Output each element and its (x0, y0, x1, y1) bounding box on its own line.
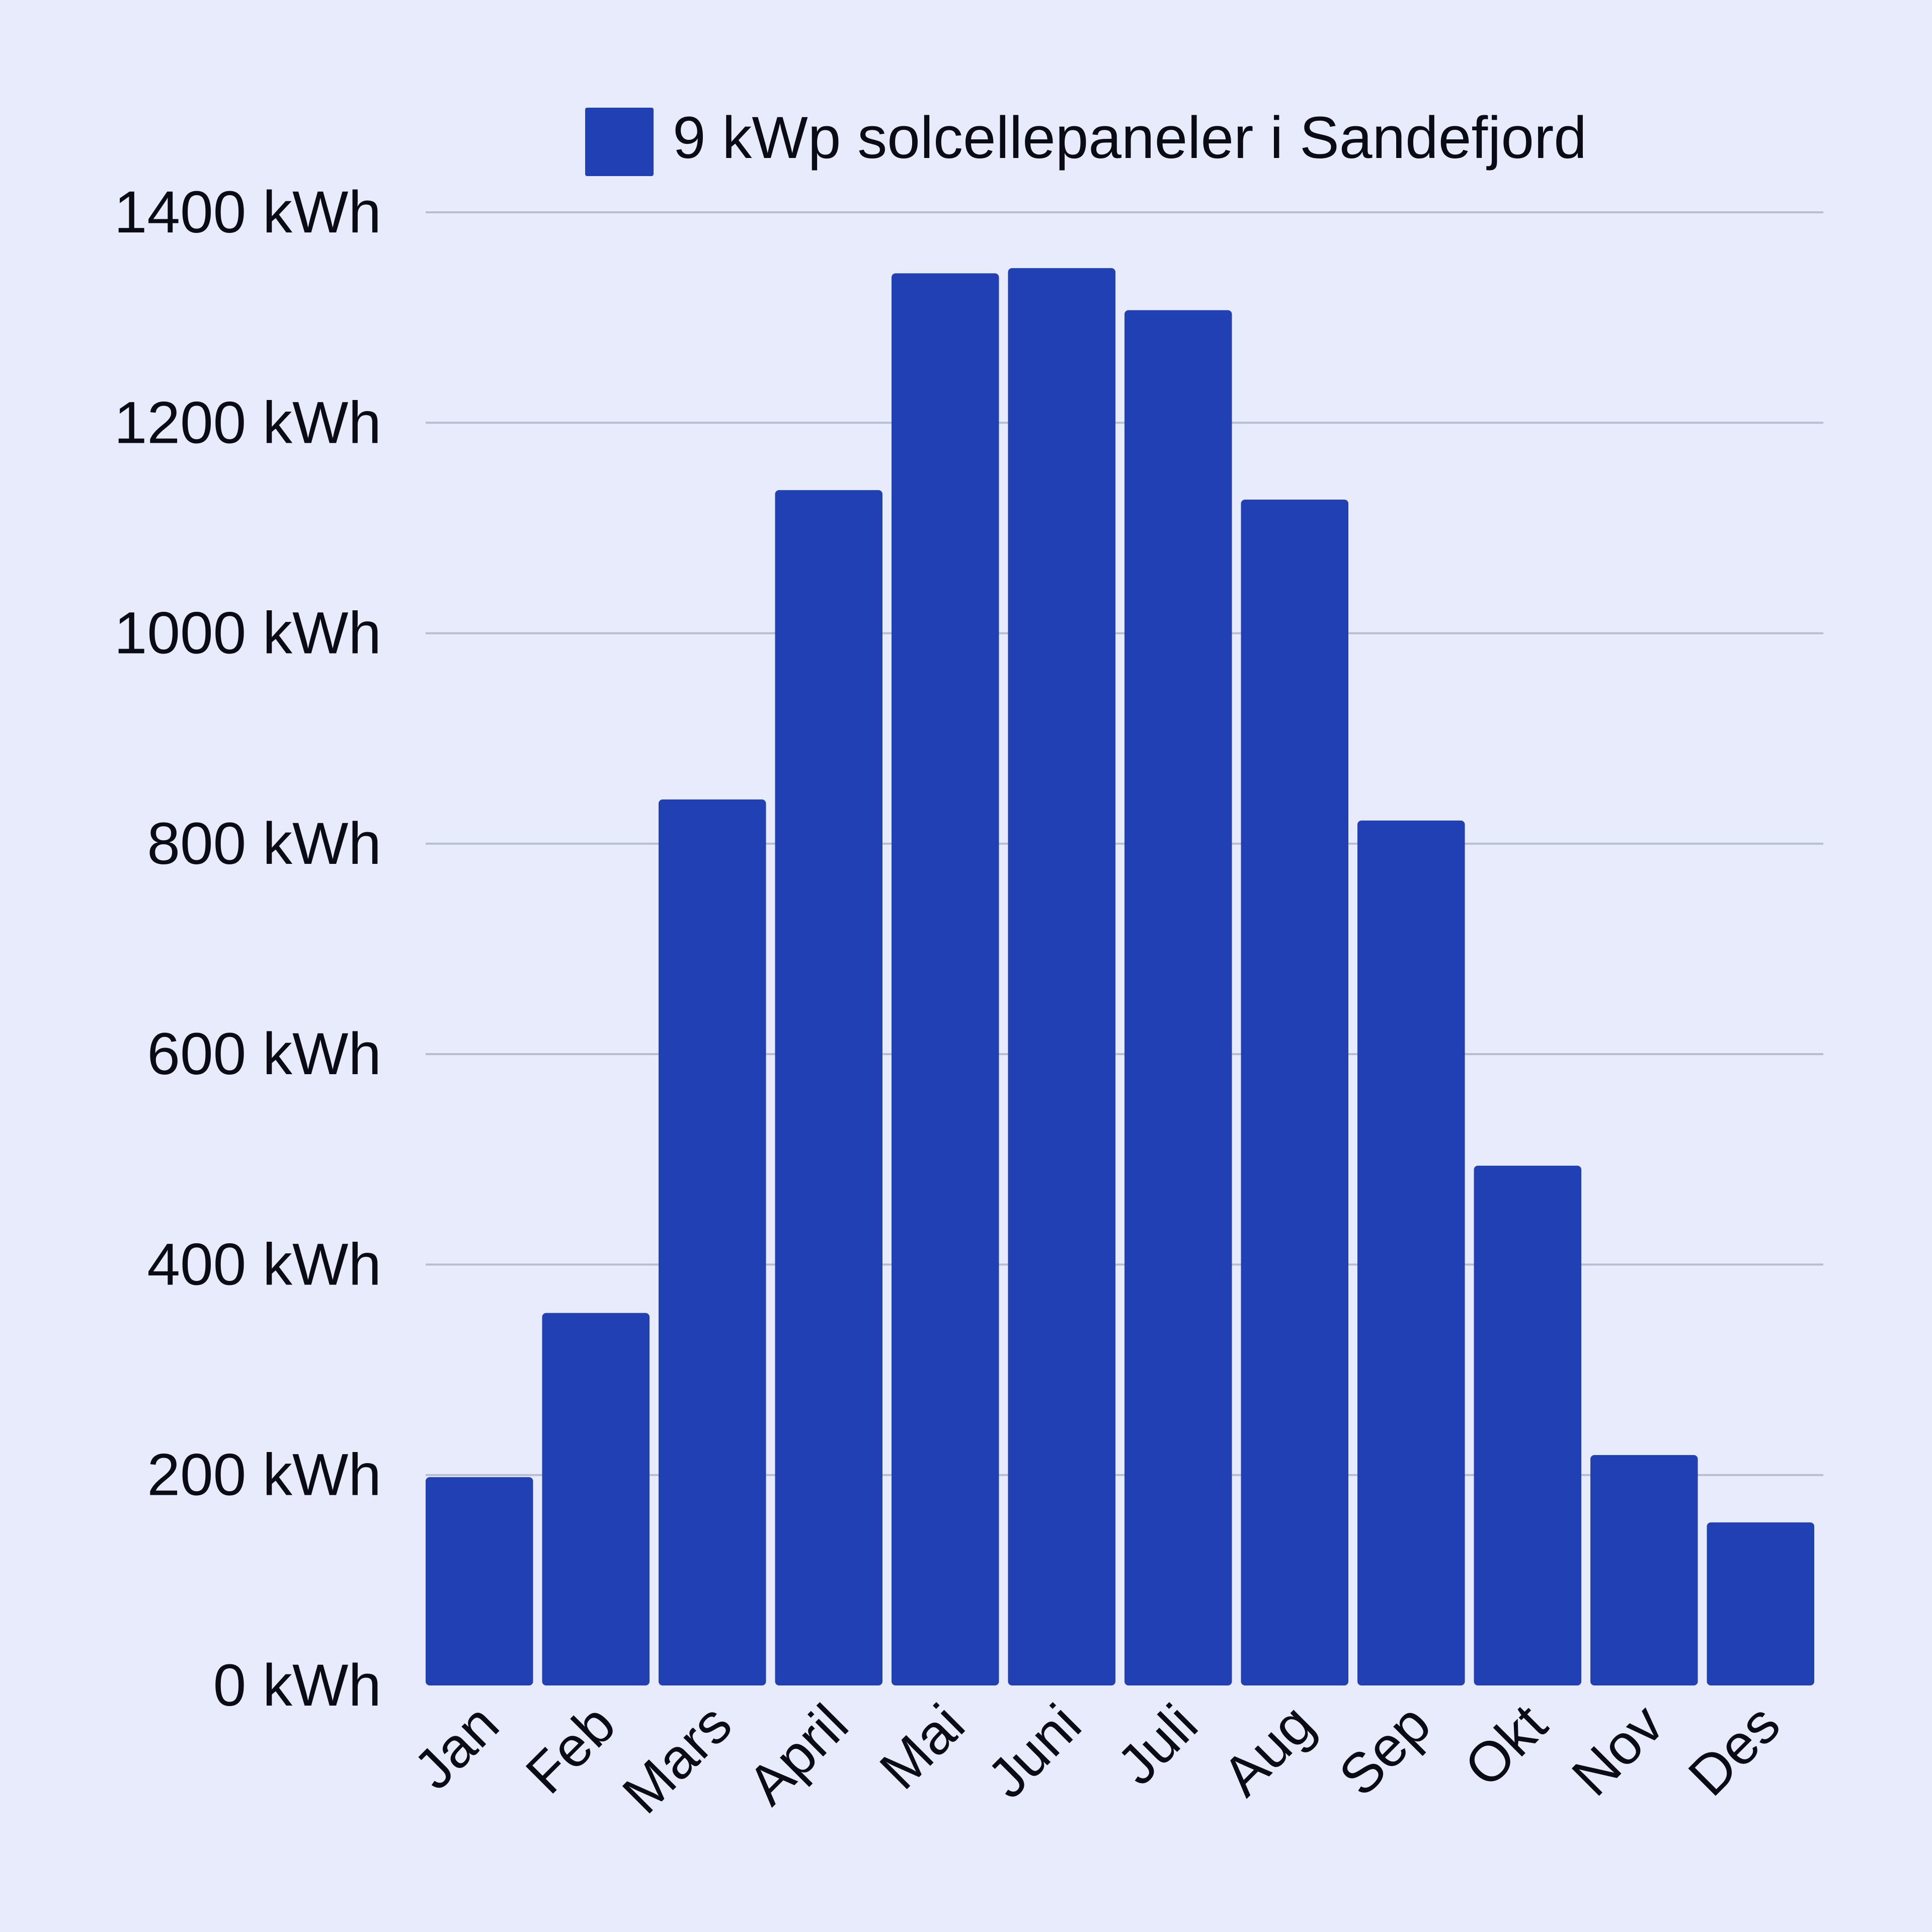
x-tick-label: Aug (1211, 1693, 1326, 1808)
x-tick-label: Okt (1453, 1693, 1559, 1799)
x-tick-label: Sep (1327, 1693, 1442, 1808)
bar-jan (426, 1477, 533, 1685)
bar-okt (1474, 1165, 1581, 1685)
bar-juli (1124, 310, 1232, 1685)
x-tick-label: Des (1676, 1693, 1792, 1808)
y-tick-label: 1000 kWh (114, 600, 381, 667)
y-axis-tick-labels: 0 kWh 200 kWh 400 kWh 600 kWh 800 kWh 1000 kW… (114, 179, 381, 1719)
x-tick-label: Jan (402, 1693, 511, 1801)
y-tick-label: 200 kWh (147, 1442, 381, 1508)
y-tick-label: 1200 kWh (114, 389, 381, 456)
bar-sep (1357, 820, 1465, 1685)
legend-label: 9 kWp solcellepaneler i Sandefjord (673, 105, 1587, 171)
bar-nov (1590, 1455, 1698, 1685)
bar-feb (542, 1313, 650, 1685)
x-tick-label: Mars (610, 1693, 743, 1825)
bar-juni (1008, 268, 1115, 1685)
bar-april (775, 490, 882, 1685)
y-tick-label: 800 kWh (147, 811, 381, 877)
y-tick-label: 1400 kWh (114, 179, 381, 246)
bar-mai (892, 273, 999, 1686)
y-tick-label: 600 kWh (147, 1021, 381, 1087)
x-tick-label: Feb (514, 1693, 627, 1806)
x-tick-label: Juli (1105, 1693, 1209, 1797)
y-tick-label: 400 kWh (147, 1231, 381, 1298)
x-tick-label: Mai (868, 1693, 977, 1801)
bar-des (1707, 1522, 1814, 1685)
legend-swatch (585, 108, 654, 176)
bars (426, 268, 1814, 1686)
x-tick-label: Nov (1560, 1693, 1675, 1808)
x-tick-label: Juni (976, 1693, 1093, 1810)
y-tick-label: 0 kWh (213, 1652, 381, 1719)
x-tick-label: April (736, 1693, 860, 1817)
bar-mars (659, 799, 766, 1685)
legend: 9 kWp solcellepaneler i Sandefjord (585, 105, 1587, 176)
bar-aug (1241, 499, 1348, 1686)
